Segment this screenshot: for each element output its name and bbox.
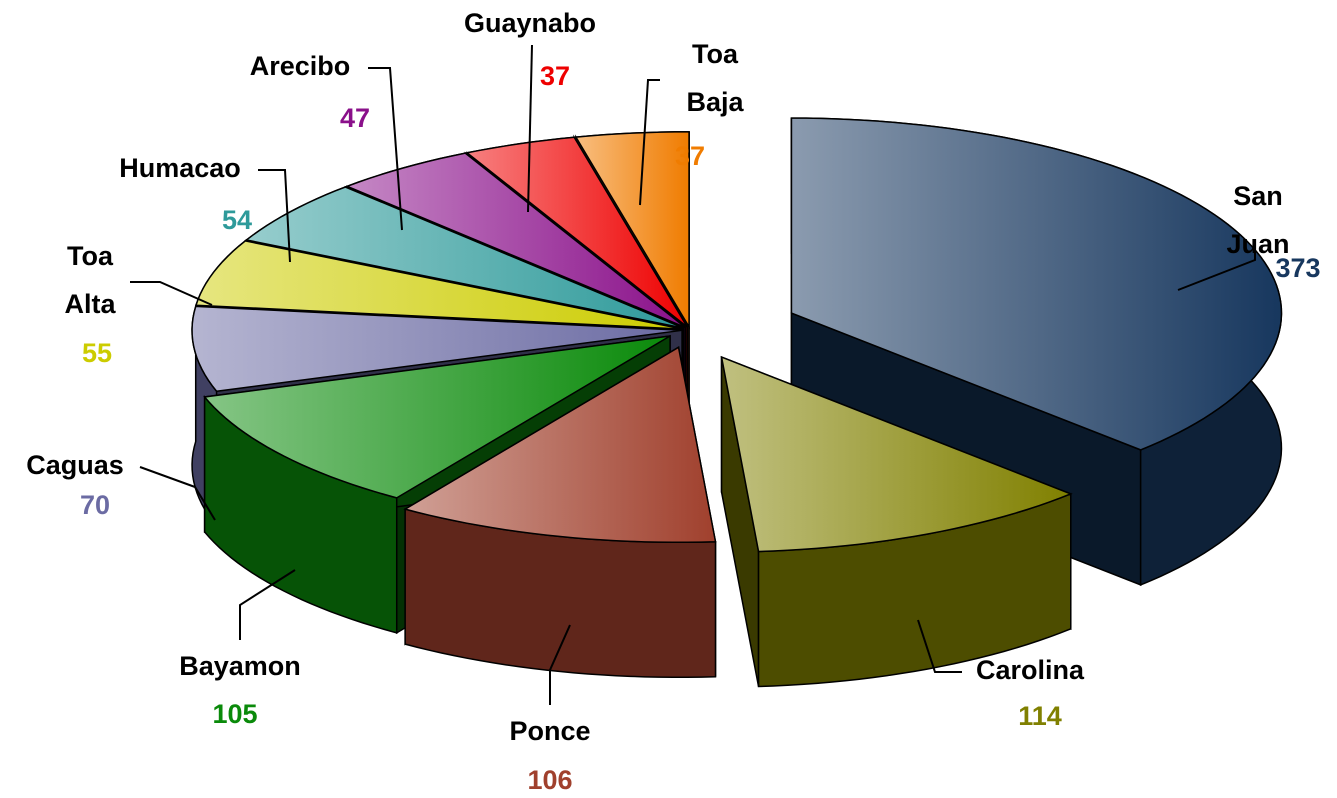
value-label: 373 [1275,253,1320,283]
slice-top [720,355,1073,553]
slice-label: Toa Alta [64,241,116,319]
slice-label: San Juan [1226,181,1289,259]
slice [790,117,1283,587]
slice [403,345,717,679]
slice-label: Caguas [26,450,124,480]
label-line: Baja [686,87,744,117]
leader-line [368,67,403,231]
leader-line [239,569,296,640]
slice-top [574,131,690,330]
value-label: 55 [82,338,112,368]
value-label: 105 [212,699,257,729]
leader-line [139,466,216,521]
leader-line [549,624,571,705]
value-label: 106 [527,765,572,795]
label-line: Juan [1226,229,1289,259]
label-line: Alta [64,289,116,319]
slice-label: Guaynabo [464,8,596,38]
slice-label: Ponce [509,716,590,746]
slice [720,355,1073,688]
slice-top [191,305,683,393]
slice-label: Humacao [119,153,241,183]
value-label: 114 [1018,701,1062,731]
slice-top [194,240,683,330]
label-line: Toa [692,39,739,69]
value-label: 47 [340,103,370,133]
leader-line [258,169,291,263]
leader-line [1177,245,1256,291]
value-label: 37 [675,141,705,171]
slice-label: Bayamon [179,651,301,681]
leader-line [917,619,962,673]
label-line: San [1233,181,1283,211]
slice-top [790,117,1283,451]
value-label: 54 [222,205,252,235]
slice-label: Arecibo [250,51,351,81]
value-label: 70 [80,490,110,520]
value-label: 37 [540,61,570,91]
leader-line [527,44,533,213]
label-line: Toa [67,241,114,271]
leader-line [639,79,660,206]
slice-top [345,152,686,329]
leader-line [130,281,213,306]
slice-top [203,335,671,499]
slice-top [244,186,684,329]
slice-label: Carolina [976,655,1085,685]
slice-top [403,346,717,544]
slice-top [465,136,688,328]
slice-label: Toa Baja [686,39,744,117]
